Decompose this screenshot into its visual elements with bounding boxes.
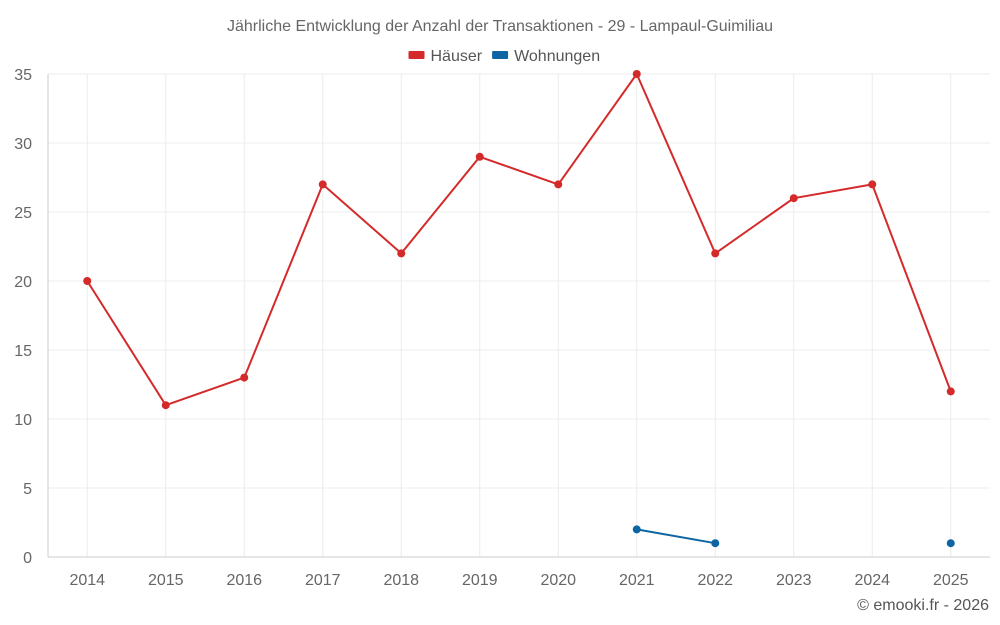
x-tick-label: 2021: [619, 572, 655, 589]
y-axis: 0 5 10 15 20 25 30 35: [14, 67, 32, 567]
x-tick-label: 2019: [462, 572, 498, 589]
series-0-point: [868, 180, 877, 189]
x-tick-label: 2016: [226, 572, 262, 589]
series-0-point: [475, 152, 484, 161]
series-0-point: [711, 249, 720, 258]
x-tick-label: 2015: [148, 572, 184, 589]
chart-title: Jährliche Entwicklung der Anzahl der Tra…: [227, 18, 773, 35]
x-tick-label: 2020: [540, 572, 576, 589]
x-tick-label: 2018: [383, 572, 419, 589]
y-tick-label: 30: [14, 136, 32, 153]
y-tick-label: 10: [14, 412, 32, 429]
x-tick-label: 2022: [697, 572, 733, 589]
legend-swatch: [492, 51, 509, 59]
credit-text: © emooki.fr - 2026: [857, 597, 989, 614]
series-0-point: [789, 194, 798, 203]
x-tick-label: 2017: [305, 572, 341, 589]
series-1-point: [946, 539, 955, 548]
series-0-point: [397, 249, 406, 258]
series-0-point: [632, 70, 641, 78]
legend-label: Häuser: [431, 48, 483, 65]
series-0-line: [86, 73, 952, 407]
y-tick-label: 25: [14, 205, 32, 222]
series-0-point: [318, 180, 327, 189]
legend-label: Wohnungen: [514, 48, 600, 65]
legend: Häuser Wohnungen: [408, 48, 600, 65]
y-tick-label: 35: [14, 67, 32, 84]
x-tick-label: 2024: [854, 572, 890, 589]
series-group: [83, 70, 955, 548]
series-0-point: [946, 387, 955, 396]
x-tick-label: 2014: [69, 572, 105, 589]
grid: [47, 73, 990, 558]
x-tick-label: 2023: [776, 572, 812, 589]
y-tick-label: 20: [14, 274, 32, 291]
y-tick-label: 0: [23, 550, 32, 567]
series-0-point: [240, 373, 249, 382]
series-0-point: [554, 180, 563, 189]
series-1-point: [711, 539, 720, 548]
series-1-point: [632, 525, 641, 534]
y-tick-label: 5: [23, 481, 32, 498]
series-0-point: [83, 277, 92, 285]
series-1-line: [636, 528, 716, 545]
legend-swatch: [408, 51, 425, 59]
y-tick-label: 15: [14, 343, 32, 360]
series-0-point: [161, 401, 170, 410]
x-tick-label: 2025: [933, 572, 969, 589]
x-axis: 2014 2015 2016 2017 2018 2019 2020 2021 2022 2023…: [69, 572, 968, 589]
